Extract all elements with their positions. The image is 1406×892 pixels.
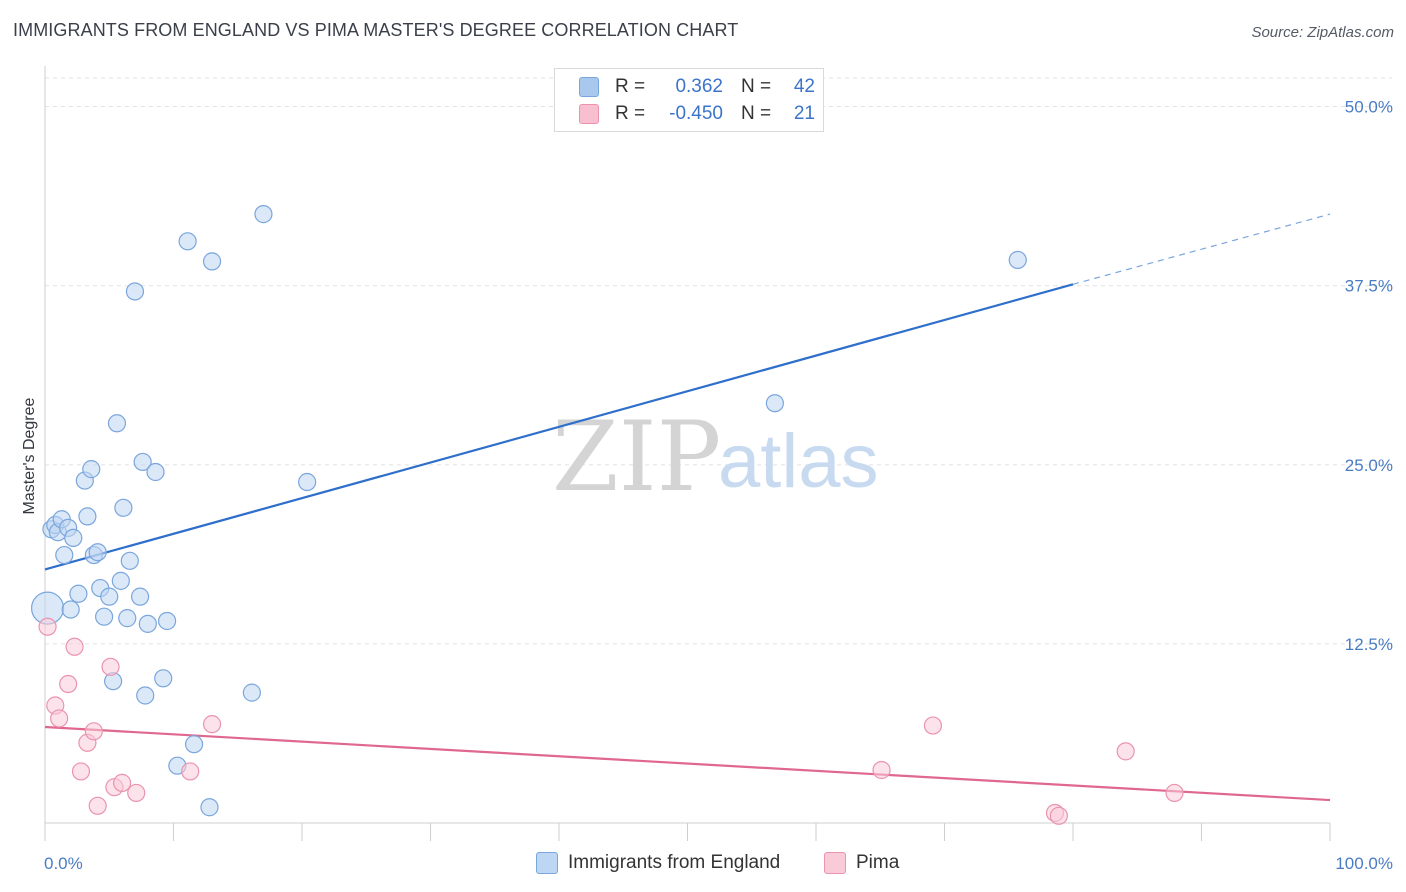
r-label: R = (615, 76, 646, 97)
point-england (64, 528, 83, 547)
r-label: R = (615, 103, 646, 124)
point-pima (202, 715, 222, 734)
point-england (200, 798, 219, 817)
point-england (69, 584, 88, 603)
legend-item-pima: Pima (824, 852, 899, 874)
point-england (242, 683, 261, 702)
x-tick-label: 0.0% (44, 854, 83, 873)
watermark-atlas: atlas (718, 419, 879, 504)
point-england (107, 414, 127, 433)
n-label: N = (741, 76, 772, 97)
point-england (154, 669, 173, 688)
point-england (114, 498, 133, 517)
legend-item-england: Immigrants from England (536, 852, 780, 874)
grid-lines (45, 77, 1392, 645)
point-pima (112, 773, 132, 792)
correlation-legend: R = 0.362 N = 42 R = -0.450 N = 21 (554, 68, 824, 132)
point-england (82, 460, 101, 479)
y-axis-label: Master's Degree (21, 397, 38, 514)
point-pima (1165, 783, 1184, 803)
legend-swatch-england (579, 77, 599, 97)
point-pima (923, 716, 943, 735)
r-value: 0.362 (675, 76, 723, 97)
n-label: N = (741, 103, 772, 124)
point-england (95, 607, 114, 626)
point-pima (101, 657, 120, 676)
point-pima (181, 762, 200, 781)
point-england (133, 452, 152, 472)
point-england (202, 252, 222, 271)
point-pima (127, 783, 146, 803)
y-tick-label: 12.5% (1345, 635, 1393, 654)
point-pima (50, 709, 69, 728)
legend-label-pima: Pima (856, 852, 900, 873)
source-label: Source: ZipAtlas.com (1251, 24, 1394, 41)
point-england (118, 609, 137, 628)
legend-row-england: R = 0.362 N = 42 (579, 74, 815, 100)
point-england (157, 611, 177, 631)
point-pima (1049, 806, 1068, 825)
point-england (111, 571, 130, 590)
point-england (178, 232, 197, 251)
tick-labels: 12.5% 25.0% 37.5% 50.0% 0.0% 100.0% (44, 98, 1393, 873)
point-pima (71, 762, 91, 781)
point-pima (59, 674, 78, 694)
watermark-zip: ZIP (552, 401, 721, 513)
point-pima (65, 637, 84, 656)
point-england (254, 205, 273, 224)
point-england (125, 282, 145, 301)
point-pima (84, 722, 103, 741)
trend-line-england-extension (1072, 213, 1331, 285)
n-value: 42 (793, 76, 815, 97)
chart-title: IMMIGRANTS FROM ENGLAND VS PIMA MASTER'S… (13, 20, 739, 40)
data-points (30, 205, 1184, 825)
point-england (61, 600, 80, 619)
y-tick-label: 37.5% (1345, 277, 1393, 296)
n-value: 21 (793, 103, 815, 124)
point-england (55, 545, 74, 565)
series-legend: Immigrants from England Pima (0, 852, 1406, 878)
legend-label-england: Immigrants from England (568, 852, 781, 873)
legend-row-pima: R = -0.450 N = 21 (579, 101, 815, 127)
point-pima (88, 796, 107, 815)
point-england (298, 472, 317, 492)
y-tick-label: 25.0% (1345, 456, 1393, 475)
point-england (765, 394, 784, 413)
point-pima (872, 760, 891, 780)
trend-line-pima (44, 725, 1331, 802)
point-england (88, 543, 107, 562)
y-tick-label: 50.0% (1345, 98, 1393, 117)
point-england (184, 735, 204, 754)
trend-lines (44, 213, 1331, 802)
point-england (130, 587, 150, 606)
point-england (146, 462, 165, 482)
point-england (100, 587, 119, 606)
r-value: -0.450 (669, 103, 723, 124)
point-england (120, 551, 139, 570)
axes (44, 66, 1331, 841)
x-tick-label: 100.0% (1335, 854, 1393, 873)
point-pima (1116, 742, 1135, 761)
watermark: ZIP atlas (552, 401, 879, 513)
point-england (1008, 250, 1027, 270)
point-england (138, 614, 157, 633)
legend-swatch-pima (824, 852, 846, 874)
legend-swatch-pima (579, 104, 599, 124)
point-england (136, 686, 155, 705)
point-pima (38, 617, 57, 636)
legend-swatch-england (536, 852, 558, 874)
point-england (78, 507, 97, 526)
trend-line-england (44, 283, 1074, 571)
